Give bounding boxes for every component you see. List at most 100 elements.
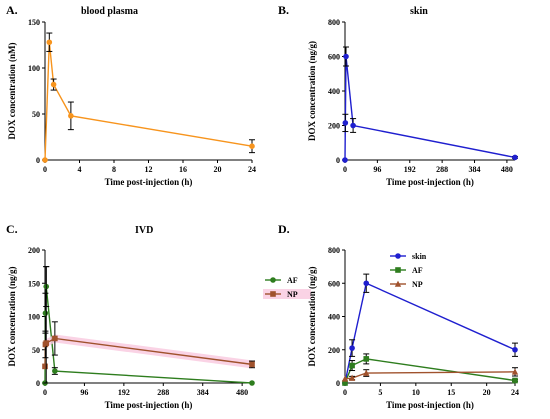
y-tick-label: 400 bbox=[328, 87, 340, 96]
y-tick-label: 400 bbox=[328, 313, 340, 322]
x-tick-label: 8 bbox=[112, 165, 116, 174]
data-point bbox=[363, 280, 370, 287]
y-tick-label: 150 bbox=[28, 18, 40, 27]
x-tick-label: 96 bbox=[373, 165, 381, 174]
series-line bbox=[344, 56, 516, 161]
y-tick-label: 200 bbox=[328, 346, 340, 355]
x-tick-label: 16 bbox=[179, 165, 187, 174]
legend-label: skin bbox=[412, 252, 427, 261]
x-tick-label: 0 bbox=[43, 388, 47, 397]
x-tick-label: 288 bbox=[157, 388, 169, 397]
legend-marker bbox=[270, 291, 276, 297]
data-point bbox=[42, 157, 48, 163]
series-AF bbox=[42, 266, 255, 386]
legend-label: AF bbox=[412, 266, 423, 275]
y-tick-label: 100 bbox=[28, 313, 40, 322]
x-axis-title: Time post-injection (h) bbox=[105, 400, 193, 410]
panel-label: D. bbox=[278, 222, 290, 236]
series-AF bbox=[342, 353, 518, 386]
panel-title: IVD bbox=[135, 225, 153, 236]
y-tick-label: 100 bbox=[28, 64, 40, 73]
y-tick-label: 800 bbox=[328, 18, 340, 27]
series-1 bbox=[342, 46, 518, 163]
y-tick-label: 0 bbox=[336, 156, 340, 165]
legend-marker bbox=[395, 267, 401, 273]
x-tick-label: 480 bbox=[236, 388, 248, 397]
y-tick-label: 0 bbox=[36, 156, 40, 165]
data-point bbox=[249, 143, 255, 149]
x-tick-label: 96 bbox=[80, 388, 88, 397]
y-axis-title: DOX concentration (nM) bbox=[7, 43, 17, 140]
data-point bbox=[46, 39, 53, 46]
series-1 bbox=[42, 32, 255, 163]
x-axis-title: Time post-injection (h) bbox=[386, 400, 474, 410]
y-tick-label: 600 bbox=[328, 279, 340, 288]
y-tick-label: 600 bbox=[328, 53, 340, 62]
x-tick-label: 384 bbox=[469, 165, 481, 174]
x-axis-title: Time post-injection (h) bbox=[386, 177, 474, 187]
legend-marker bbox=[270, 277, 276, 283]
x-tick-label: 20 bbox=[483, 388, 491, 397]
data-point bbox=[348, 374, 356, 381]
panel-label: B. bbox=[278, 3, 289, 17]
data-point bbox=[68, 113, 74, 119]
panel-title: blood plasma bbox=[81, 6, 138, 17]
data-point bbox=[511, 368, 519, 375]
x-tick-label: 192 bbox=[404, 165, 416, 174]
y-tick-label: 0 bbox=[36, 379, 40, 388]
series-line bbox=[44, 42, 253, 161]
series-line bbox=[344, 358, 516, 384]
series-skin bbox=[342, 273, 518, 386]
series-line bbox=[344, 282, 516, 384]
y-tick-label: 800 bbox=[328, 246, 340, 255]
y-tick-label: 0 bbox=[336, 379, 340, 388]
x-tick-label: 20 bbox=[214, 165, 222, 174]
legend: AF NP bbox=[263, 276, 311, 299]
series-line bbox=[44, 286, 253, 384]
x-tick-label: 4 bbox=[78, 165, 82, 174]
y-axis-title: DOX concentration (ng/g) bbox=[307, 41, 317, 141]
x-tick-label: 192 bbox=[118, 388, 130, 397]
data-point bbox=[342, 120, 349, 126]
data-point bbox=[512, 154, 518, 161]
data-point bbox=[343, 53, 349, 60]
data-point bbox=[52, 335, 58, 342]
x-tick-label: 384 bbox=[197, 388, 209, 397]
data-point bbox=[363, 369, 370, 376]
data-point bbox=[342, 157, 348, 163]
y-axis-title: DOX concentration (ng/g) bbox=[307, 267, 317, 367]
data-point bbox=[42, 363, 48, 370]
x-tick-label: 15 bbox=[447, 388, 455, 397]
x-tick-label: 10 bbox=[412, 388, 420, 397]
series-line bbox=[344, 371, 516, 380]
series-NP bbox=[341, 367, 519, 382]
x-axis-title: Time post-injection (h) bbox=[105, 177, 193, 187]
panel-3: C. IVD 0 50 100 150 200 0 96 192 288 384 480 Time pos… bbox=[6, 222, 311, 410]
y-tick-label: 50 bbox=[32, 110, 40, 119]
panel-1: A. blood plasma 0 50 100 150 0 4 8 12 16 20 24 Time p… bbox=[6, 3, 256, 187]
panel-2: B. skin 0 200 400 600 800 0 96 192 288 384 480 Time p… bbox=[278, 3, 518, 187]
data-point bbox=[342, 380, 348, 386]
legend-band bbox=[263, 289, 311, 299]
x-tick-label: 0 bbox=[343, 165, 347, 174]
x-tick-label: 24 bbox=[511, 388, 519, 397]
x-tick-label: 5 bbox=[378, 388, 382, 397]
legend-label: NP bbox=[412, 280, 423, 289]
series-NP bbox=[42, 266, 255, 384]
data-point bbox=[349, 362, 355, 369]
legend-marker bbox=[395, 253, 401, 259]
data-point bbox=[52, 368, 58, 374]
x-tick-label: 480 bbox=[501, 165, 513, 174]
data-point bbox=[42, 310, 49, 316]
x-tick-label: 0 bbox=[43, 165, 47, 174]
x-tick-label: 12 bbox=[145, 165, 153, 174]
panel-title: skin bbox=[410, 6, 428, 17]
data-point bbox=[341, 375, 349, 382]
x-tick-label: 24 bbox=[248, 165, 256, 174]
data-point bbox=[43, 340, 50, 346]
legend-label: AF bbox=[287, 276, 298, 285]
y-tick-label: 200 bbox=[328, 122, 340, 131]
data-point bbox=[349, 345, 355, 351]
data-point bbox=[350, 122, 356, 129]
